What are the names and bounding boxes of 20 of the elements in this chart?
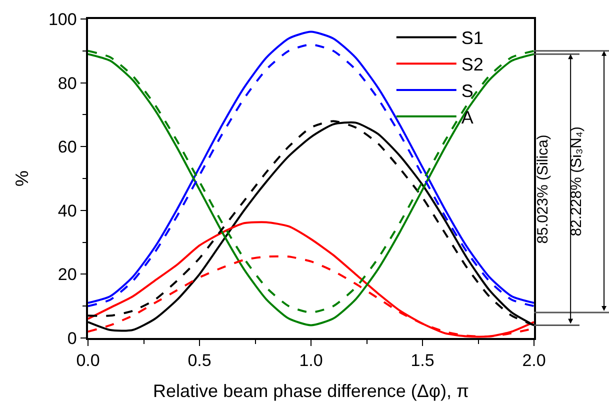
y-tick-label: 40 <box>58 201 77 220</box>
legend-label: S2 <box>461 54 484 75</box>
legend-label: A <box>461 107 474 128</box>
y-tick-label: 60 <box>58 138 77 157</box>
x-tick-label: 0.5 <box>188 351 212 370</box>
x-tick-label: 0.0 <box>76 351 100 370</box>
x-tick-label: 1.0 <box>299 351 323 370</box>
y-axis-title: % <box>12 170 32 187</box>
x-tick-label: 1.5 <box>410 351 434 370</box>
legend-label: S1 <box>461 28 484 48</box>
line-series <box>88 221 534 338</box>
y-tick-label: 20 <box>58 265 77 284</box>
x-tick-label: 2.0 <box>522 351 546 370</box>
text: 82.228% (Si₃N₄) <box>568 126 585 236</box>
y-tick-label: 80 <box>58 74 77 93</box>
legend-label: S <box>461 81 474 102</box>
y-tick-label: 0 <box>67 328 77 348</box>
y-tick-label: 100 <box>48 10 77 29</box>
x-axis-title: Relative beam phase difference (Δφ), π <box>153 380 469 401</box>
text: 85.023% (Silica) <box>534 134 552 244</box>
